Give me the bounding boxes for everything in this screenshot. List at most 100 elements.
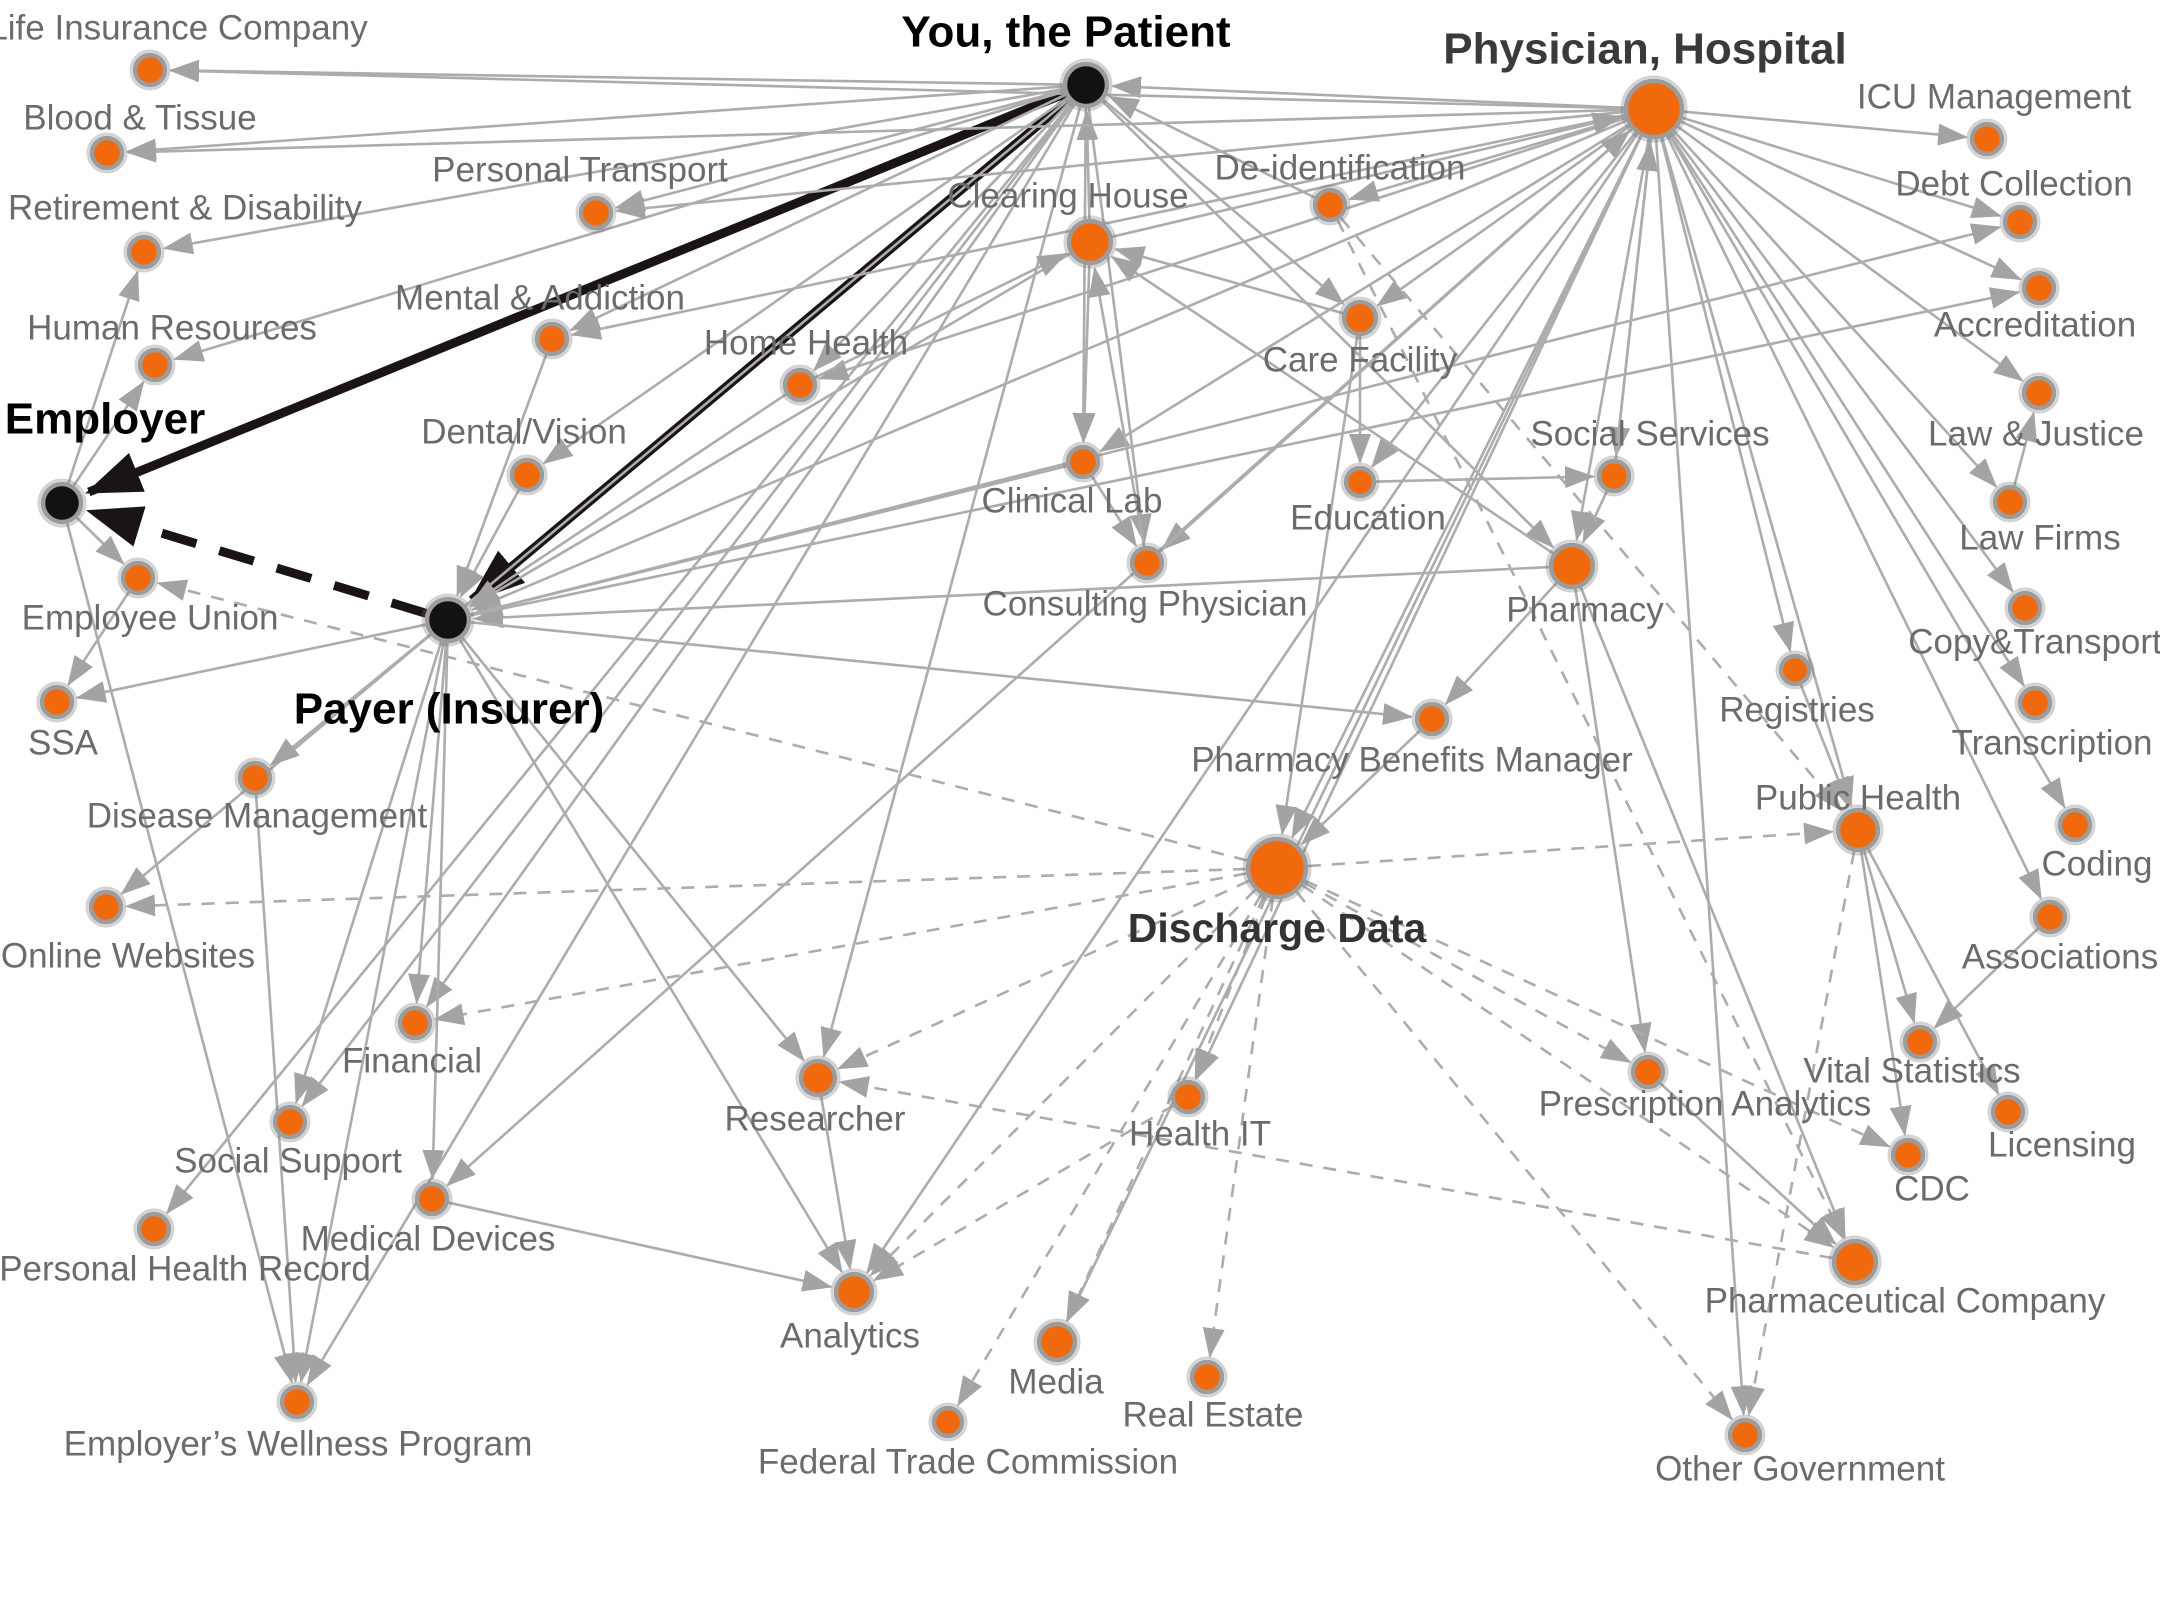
node-federal-trade-commission[interactable] (928, 1402, 968, 1442)
financial-circle[interactable] (397, 1005, 433, 1041)
node-icu-management[interactable] (1966, 118, 2008, 160)
discharge-data-circle[interactable] (1245, 836, 1309, 900)
node-transcription[interactable] (2014, 682, 2056, 724)
node-financial[interactable] (394, 1002, 436, 1044)
node-employer[interactable] (37, 478, 87, 528)
node-retirement-disability[interactable] (123, 231, 165, 273)
node-coding[interactable] (2054, 804, 2096, 846)
node-accreditation[interactable] (2018, 267, 2060, 309)
social-services-circle[interactable] (1596, 458, 1632, 494)
node-analytics[interactable] (830, 1268, 878, 1316)
clinical-lab-circle[interactable] (1065, 444, 1101, 480)
node-de-identification[interactable] (1309, 184, 1351, 226)
you-patient-circle[interactable] (1062, 61, 1110, 109)
physician-hospital-circle[interactable] (1623, 78, 1685, 140)
analytics-circle[interactable] (833, 1271, 875, 1313)
home-health-circle[interactable] (782, 367, 818, 403)
node-clearing-house[interactable] (1063, 215, 1117, 269)
node-mental-addiction[interactable] (531, 318, 573, 360)
prescription-analytics-circle[interactable] (1630, 1054, 1666, 1090)
node-registries[interactable] (1775, 650, 1815, 690)
node-care-facility[interactable] (1338, 296, 1382, 340)
media-circle[interactable] (1036, 1321, 1078, 1363)
de-identification-circle[interactable] (1312, 187, 1348, 223)
other-government-circle[interactable] (1727, 1417, 1763, 1453)
coding-circle[interactable] (2057, 807, 2093, 843)
node-pharmacy-benefits-manager[interactable] (1411, 698, 1453, 740)
node-licensing[interactable] (1987, 1091, 2029, 1133)
pharmacy-benefits-manager-circle[interactable] (1414, 701, 1450, 737)
node-vital-statistics[interactable] (1899, 1021, 1941, 1063)
node-employee-union[interactable] (117, 557, 159, 599)
node-online-websites[interactable] (85, 886, 127, 928)
clearing-house-circle[interactable] (1066, 218, 1114, 266)
transcription-circle[interactable] (2017, 685, 2053, 721)
node-consulting-physician[interactable] (1126, 542, 1168, 584)
real-estate-circle[interactable] (1189, 1359, 1225, 1395)
personal-health-record-circle[interactable] (136, 1211, 172, 1247)
cdc-circle[interactable] (1890, 1137, 1926, 1173)
node-discharge-data[interactable] (1242, 833, 1312, 903)
node-personal-health-record[interactable] (133, 1208, 175, 1250)
debt-collection-circle[interactable] (2002, 204, 2038, 240)
vital-statistics-circle[interactable] (1902, 1024, 1938, 1060)
licensing-circle[interactable] (1990, 1094, 2026, 1130)
node-you-patient[interactable] (1059, 58, 1113, 112)
node-medical-devices[interactable] (411, 1178, 453, 1220)
human-resources-circle[interactable] (137, 347, 173, 383)
node-social-support[interactable] (269, 1101, 311, 1143)
consulting-physician-circle[interactable] (1129, 545, 1165, 581)
node-debt-collection[interactable] (1999, 201, 2041, 243)
node-human-resources[interactable] (134, 344, 176, 386)
public-health-circle[interactable] (1835, 807, 1881, 853)
node-education[interactable] (1340, 462, 1380, 502)
node-home-health[interactable] (779, 364, 821, 406)
node-other-government[interactable] (1724, 1414, 1766, 1456)
registries-circle[interactable] (1778, 653, 1812, 687)
blood-tissue-circle[interactable] (89, 135, 125, 171)
node-law-justice[interactable] (2018, 372, 2060, 414)
health-it-circle[interactable] (1170, 1079, 1206, 1115)
node-pharmaceutical-company[interactable] (1828, 1235, 1882, 1289)
node-life-insurance[interactable] (129, 49, 171, 91)
disease-management-circle[interactable] (237, 760, 273, 796)
node-social-services[interactable] (1593, 455, 1635, 497)
node-disease-management[interactable] (234, 757, 276, 799)
education-circle[interactable] (1343, 465, 1377, 499)
node-clinical-lab[interactable] (1062, 441, 1104, 483)
icu-management-circle[interactable] (1969, 121, 2005, 157)
law-firms-circle[interactable] (1992, 484, 2028, 520)
node-blood-tissue[interactable] (86, 132, 128, 174)
node-real-estate[interactable] (1186, 1356, 1228, 1398)
node-physician-hospital[interactable] (1620, 75, 1688, 143)
care-facility-circle[interactable] (1341, 299, 1379, 337)
node-employers-wellness[interactable] (276, 1381, 318, 1423)
medical-devices-circle[interactable] (414, 1181, 450, 1217)
node-public-health[interactable] (1832, 804, 1884, 856)
node-ssa[interactable] (36, 681, 78, 723)
node-payer-insurer[interactable] (421, 593, 475, 647)
node-media[interactable] (1033, 1318, 1081, 1366)
personal-transport-circle[interactable] (578, 195, 614, 231)
payer-insurer-circle[interactable] (424, 596, 472, 644)
mental-addiction-circle[interactable] (534, 321, 570, 357)
ssa-circle[interactable] (39, 684, 75, 720)
retirement-disability-circle[interactable] (126, 234, 162, 270)
federal-trade-commission-circle[interactable] (931, 1405, 965, 1439)
pharmacy-circle[interactable] (1548, 542, 1596, 590)
node-prescription-analytics[interactable] (1627, 1051, 1669, 1093)
associations-circle[interactable] (2032, 899, 2068, 935)
node-dental-vision[interactable] (506, 454, 548, 496)
node-health-it[interactable] (1167, 1076, 1209, 1118)
node-pharmacy[interactable] (1545, 539, 1599, 593)
law-justice-circle[interactable] (2021, 375, 2057, 411)
node-copy-transport[interactable] (2004, 587, 2046, 629)
node-researcher[interactable] (795, 1055, 841, 1101)
employer-circle[interactable] (40, 481, 84, 525)
employers-wellness-circle[interactable] (279, 1384, 315, 1420)
life-insurance-circle[interactable] (132, 52, 168, 88)
pharmaceutical-company-circle[interactable] (1831, 1238, 1879, 1286)
social-support-circle[interactable] (272, 1104, 308, 1140)
dental-vision-circle[interactable] (509, 457, 545, 493)
node-personal-transport[interactable] (575, 192, 617, 234)
